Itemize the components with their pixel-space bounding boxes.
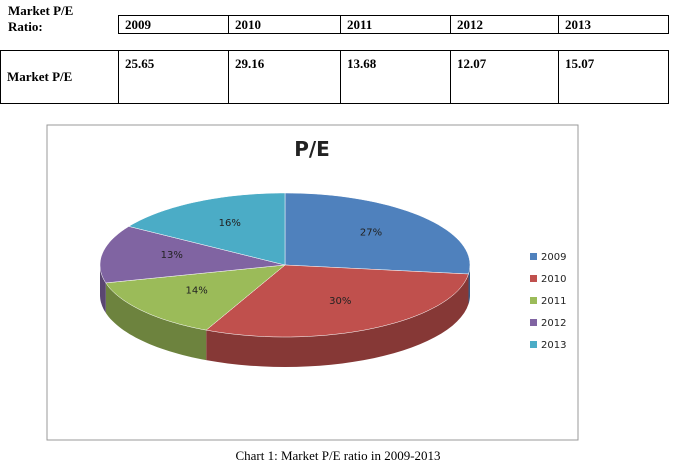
table-cell: 2013 — [558, 15, 669, 34]
chart-title: P/E — [294, 137, 330, 161]
slice — [105, 264, 286, 331]
table-cell: 15.07 — [558, 50, 669, 104]
legend-label: 2010 — [541, 274, 566, 285]
slice-side — [105, 282, 207, 361]
header-label: Ratio: — [8, 19, 43, 34]
slice-side — [468, 265, 470, 304]
header-label: Market P/E — [8, 3, 74, 18]
legend-swatch — [530, 341, 537, 348]
slice — [284, 192, 471, 275]
slice — [205, 264, 469, 338]
slice — [99, 226, 286, 284]
data-label: 30% — [329, 296, 351, 307]
caption: Chart 1: Market P/E ratio in 2009-2013 — [235, 448, 440, 463]
slice-side — [206, 274, 469, 367]
data-label: 14% — [186, 285, 208, 296]
data-label: 27% — [360, 227, 382, 238]
data-label: 16% — [219, 218, 241, 229]
legend-swatch — [530, 297, 537, 304]
slice — [128, 192, 286, 266]
legend-label: 2013 — [541, 340, 566, 351]
data-label: 13% — [161, 250, 183, 261]
legend-swatch — [530, 275, 537, 282]
legend-label: 2009 — [541, 252, 566, 263]
legend-label: 2011 — [541, 296, 566, 307]
slice-side — [100, 265, 106, 313]
legend-label: 2012 — [541, 318, 566, 329]
legend-swatch — [530, 319, 537, 326]
legend-swatch — [530, 253, 537, 260]
